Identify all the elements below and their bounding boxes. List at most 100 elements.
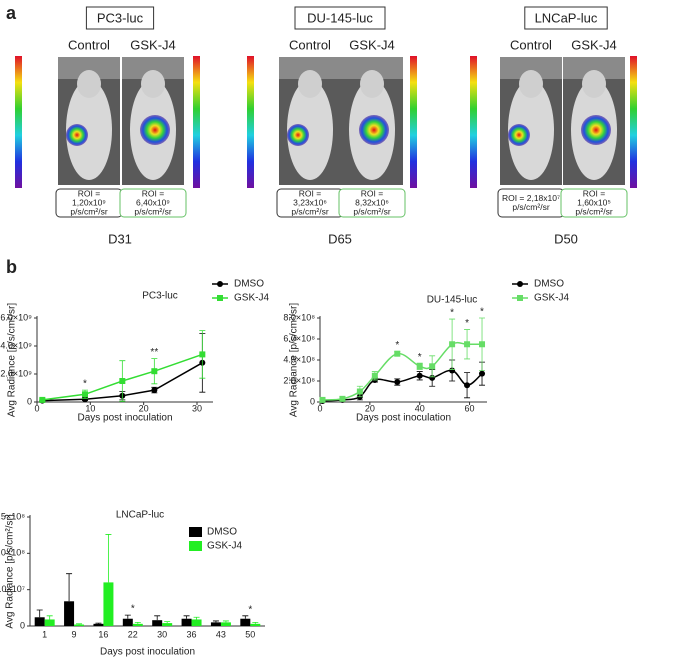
x-tick-label: 22: [128, 629, 138, 639]
significance: *: [395, 340, 399, 351]
roi-text: p/s/cm²/sr: [353, 206, 390, 216]
day-label: D31: [108, 231, 132, 246]
roi-box: [560, 188, 628, 218]
color-scale: [247, 56, 254, 188]
chart-title: LNCaP-luc: [116, 510, 164, 521]
day-label: D50: [554, 231, 578, 246]
y-tick-label: 5.0×10⁷: [0, 584, 25, 594]
bar: [220, 622, 231, 626]
mouse-head: [582, 70, 606, 98]
legend-label: GSK-J4: [534, 293, 569, 304]
mouse-image-top: [279, 57, 341, 79]
condition-label: Control: [289, 37, 331, 52]
x-tick-label: 43: [216, 629, 226, 639]
mouse-body: [287, 80, 333, 180]
data-point: [429, 363, 436, 370]
y-tick-label: 1.5×10⁸: [0, 511, 25, 521]
data-point: [39, 396, 46, 403]
title-box: [85, 6, 155, 30]
data-point: [119, 378, 126, 384]
error-bar: [124, 614, 131, 619]
error-bar: [36, 609, 43, 618]
color-scale: [410, 56, 417, 188]
color-scale: [193, 56, 200, 188]
x-tick-label: 10: [85, 403, 95, 413]
y-tick-label: 2.0×10⁸: [283, 375, 315, 385]
data-point: [339, 395, 346, 402]
roi-box: [119, 188, 187, 218]
legend-marker: [517, 281, 523, 287]
mouse-body: [508, 80, 554, 180]
x-tick-label: 40: [415, 403, 425, 413]
mouse-head: [141, 70, 165, 98]
chart-title: PC3-luc: [142, 291, 178, 302]
signal: [287, 124, 309, 146]
bar: [44, 619, 55, 626]
significance: *: [83, 379, 87, 390]
error-bar: [134, 621, 141, 624]
chart-title: DU-145-luc: [427, 295, 478, 306]
signal: [581, 115, 611, 145]
signal: [66, 124, 88, 146]
roi-text: ROI =: [142, 188, 164, 198]
mouse-image-top: [563, 57, 625, 79]
condition-label: GSK-J4: [130, 37, 176, 52]
legend-marker: [217, 295, 223, 301]
y-tick-label: 4.0×10⁸: [283, 354, 315, 364]
data-point: [394, 379, 401, 386]
x-tick-label: 30: [157, 629, 167, 639]
y-tick-label: 4.0×10⁹: [0, 340, 32, 350]
data-point: [151, 368, 158, 375]
error-bar: [164, 621, 171, 624]
data-point: [449, 341, 456, 348]
data-point: [82, 396, 88, 403]
condition-label: Control: [68, 37, 110, 52]
roi-text: p/s/cm²/sr: [291, 206, 328, 216]
bar: [181, 618, 192, 626]
x-axis-label: Days post inoculation: [77, 413, 172, 424]
signal: [359, 115, 389, 145]
legend-label: DMSO: [234, 279, 264, 290]
significance: *: [248, 604, 252, 615]
title-box: [524, 6, 608, 30]
data-point: [449, 367, 456, 374]
significance: *: [480, 307, 484, 318]
mouse-image-top: [58, 57, 120, 79]
roi-text: ROI =: [583, 188, 605, 198]
error-bar: [76, 623, 83, 625]
condition-label: GSK-J4: [349, 37, 395, 52]
error-bar: [105, 534, 112, 583]
x-axis-label: Days post inoculation: [356, 413, 451, 424]
significance: *: [131, 604, 135, 615]
mouse-head: [519, 70, 543, 98]
data-point: [429, 374, 436, 381]
bar: [210, 622, 221, 626]
x-tick-label: 16: [98, 629, 108, 639]
roi-text: 1,60x10⁵: [577, 197, 611, 207]
x-tick-label: 50: [245, 629, 255, 639]
x-tick-label: 1: [42, 629, 47, 639]
x-tick-label: 36: [187, 629, 197, 639]
data-point: [479, 341, 486, 348]
panel-label: b: [6, 257, 17, 277]
bar: [162, 623, 173, 626]
series-line: [322, 341, 483, 401]
x-tick-label: 9: [72, 629, 77, 639]
x-tick-label: 30: [192, 403, 202, 413]
significance: *: [465, 318, 469, 329]
error-bar: [193, 616, 200, 620]
y-axis-label: Avg Radiance [p/s/cm²/sr]: [7, 303, 18, 418]
legend-swatch: [189, 527, 202, 537]
roi-box: [338, 188, 406, 218]
y-tick-label: 0: [310, 396, 315, 406]
bar: [34, 617, 45, 626]
significance: *: [450, 308, 454, 319]
error-bar: [252, 621, 259, 624]
error-bar: [95, 622, 102, 624]
color-scale: [470, 56, 477, 188]
data-point: [356, 388, 363, 395]
y-axis-label: Avg Radiance [p/s/cm²/sr]: [289, 303, 300, 418]
roi-text: 8,32x10⁶: [355, 197, 389, 207]
condition-label: Control: [510, 37, 552, 52]
